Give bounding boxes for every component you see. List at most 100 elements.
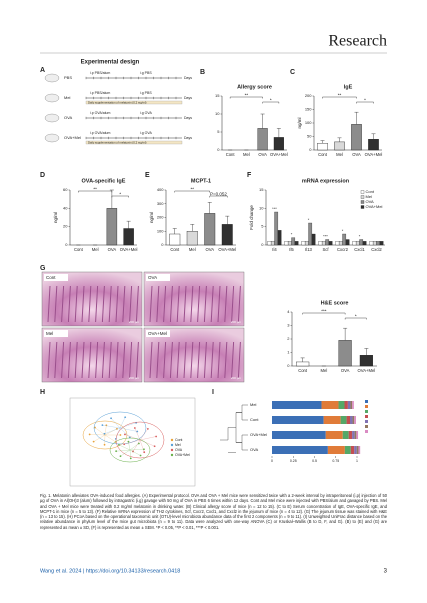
cluster-ellipse — [82, 420, 128, 450]
villus — [169, 285, 173, 323]
cluster-ellipse — [115, 421, 165, 459]
chart-title: H&E score — [321, 300, 349, 306]
villus — [61, 285, 65, 323]
spider-line — [120, 449, 131, 457]
villus — [115, 341, 119, 379]
y-tick-label: 20 — [63, 224, 68, 229]
villus — [135, 285, 139, 323]
villus — [210, 341, 214, 379]
supplement-label: Daily supplementation of melatonin (0.2 … — [88, 100, 147, 104]
y-tick-label: 0 — [287, 363, 290, 368]
significance-label: ** — [245, 92, 249, 97]
villus — [47, 285, 51, 323]
step-label: i.p PBS/alum — [90, 71, 110, 75]
spider-line — [139, 439, 145, 453]
error-bar — [190, 224, 195, 232]
x-tick-label: OVA+Mel — [365, 152, 383, 157]
stacked-bar — [325, 431, 343, 439]
scale-label: 200 μm — [231, 320, 242, 324]
group-label: OVA+Mel — [64, 135, 81, 140]
villus — [190, 341, 194, 379]
y-tick-label: 150 — [305, 107, 312, 112]
y-tick-label: 4 — [287, 309, 290, 314]
villus — [163, 341, 167, 379]
villus — [156, 285, 160, 323]
group-label: OVA — [64, 115, 72, 120]
significance-label: *** — [272, 206, 277, 211]
villus — [129, 285, 133, 323]
bar — [355, 241, 360, 246]
stacked-bar — [350, 446, 355, 454]
significance-bracket — [344, 317, 367, 320]
x-tick-label: Cont — [226, 152, 236, 157]
y-tick-label: 0 — [309, 147, 312, 152]
villus — [176, 341, 180, 379]
stacked-bar — [338, 401, 345, 409]
error-bar — [109, 189, 114, 209]
bar — [296, 361, 310, 367]
significance-label: * — [342, 228, 344, 233]
bar — [273, 137, 284, 151]
y-tick-label: 3 — [287, 323, 290, 328]
scale-label: 200 μm — [129, 376, 140, 380]
bar — [351, 124, 362, 151]
x-tick-label: Mel — [336, 152, 343, 157]
chart-title: MCPT-1 — [191, 178, 211, 184]
legend-swatch — [365, 420, 368, 423]
spider-line — [119, 417, 126, 429]
spider-line — [129, 449, 141, 456]
villus — [67, 341, 71, 379]
significance-bracket — [356, 101, 374, 104]
villus — [88, 285, 92, 323]
y-tick-label: 100 — [305, 120, 312, 125]
significance-label: * — [364, 97, 366, 102]
panel-label: B — [200, 69, 205, 76]
y-tick-label: 5 — [217, 129, 220, 134]
y-tick-label: 400 — [157, 187, 164, 192]
days-label: Days — [184, 96, 192, 100]
villus — [122, 285, 126, 323]
chart-title: OVA-specific IgE — [82, 178, 126, 184]
sample-label: OVA — [250, 447, 258, 452]
group-label: Mel — [64, 95, 71, 100]
legend-swatch — [360, 195, 365, 199]
sample-point — [153, 445, 156, 448]
step-label: i.p PBS/alum — [90, 91, 110, 95]
bar — [186, 231, 198, 246]
significance-label: *** — [321, 308, 327, 313]
x-tick-label: Il13 — [305, 247, 312, 252]
significance-label: * — [270, 97, 272, 102]
spider-line — [118, 444, 131, 451]
villus — [108, 341, 112, 379]
bar — [204, 213, 216, 246]
legend-swatch — [170, 438, 174, 442]
y-tick-label: 60 — [63, 187, 68, 192]
error-bar — [364, 348, 369, 356]
spider-line — [89, 434, 106, 436]
spider-line — [111, 418, 121, 429]
spider-line — [119, 427, 130, 438]
bar — [372, 241, 377, 246]
y-axis-label: ng/ml — [53, 212, 58, 223]
significance-label: * — [359, 234, 361, 239]
bar — [123, 228, 134, 246]
spider-line — [124, 439, 141, 445]
bar — [311, 233, 316, 246]
y-tick-label: 0 — [161, 242, 164, 247]
villus — [74, 341, 78, 379]
bar — [304, 241, 309, 246]
villus — [210, 285, 214, 323]
step-label: i.p OVA/alum — [90, 111, 110, 115]
significance-bracket — [78, 190, 113, 193]
sample-point — [143, 448, 145, 451]
significance-label: * — [355, 313, 357, 318]
villus — [197, 341, 201, 379]
y-tick-label: 200 — [305, 93, 312, 98]
villus — [237, 285, 241, 323]
x-tick-label: OVA+Mel — [218, 247, 236, 252]
spider-line — [119, 422, 137, 429]
bar — [362, 241, 367, 246]
error-bar — [320, 140, 325, 144]
stacked-bar — [354, 446, 357, 454]
